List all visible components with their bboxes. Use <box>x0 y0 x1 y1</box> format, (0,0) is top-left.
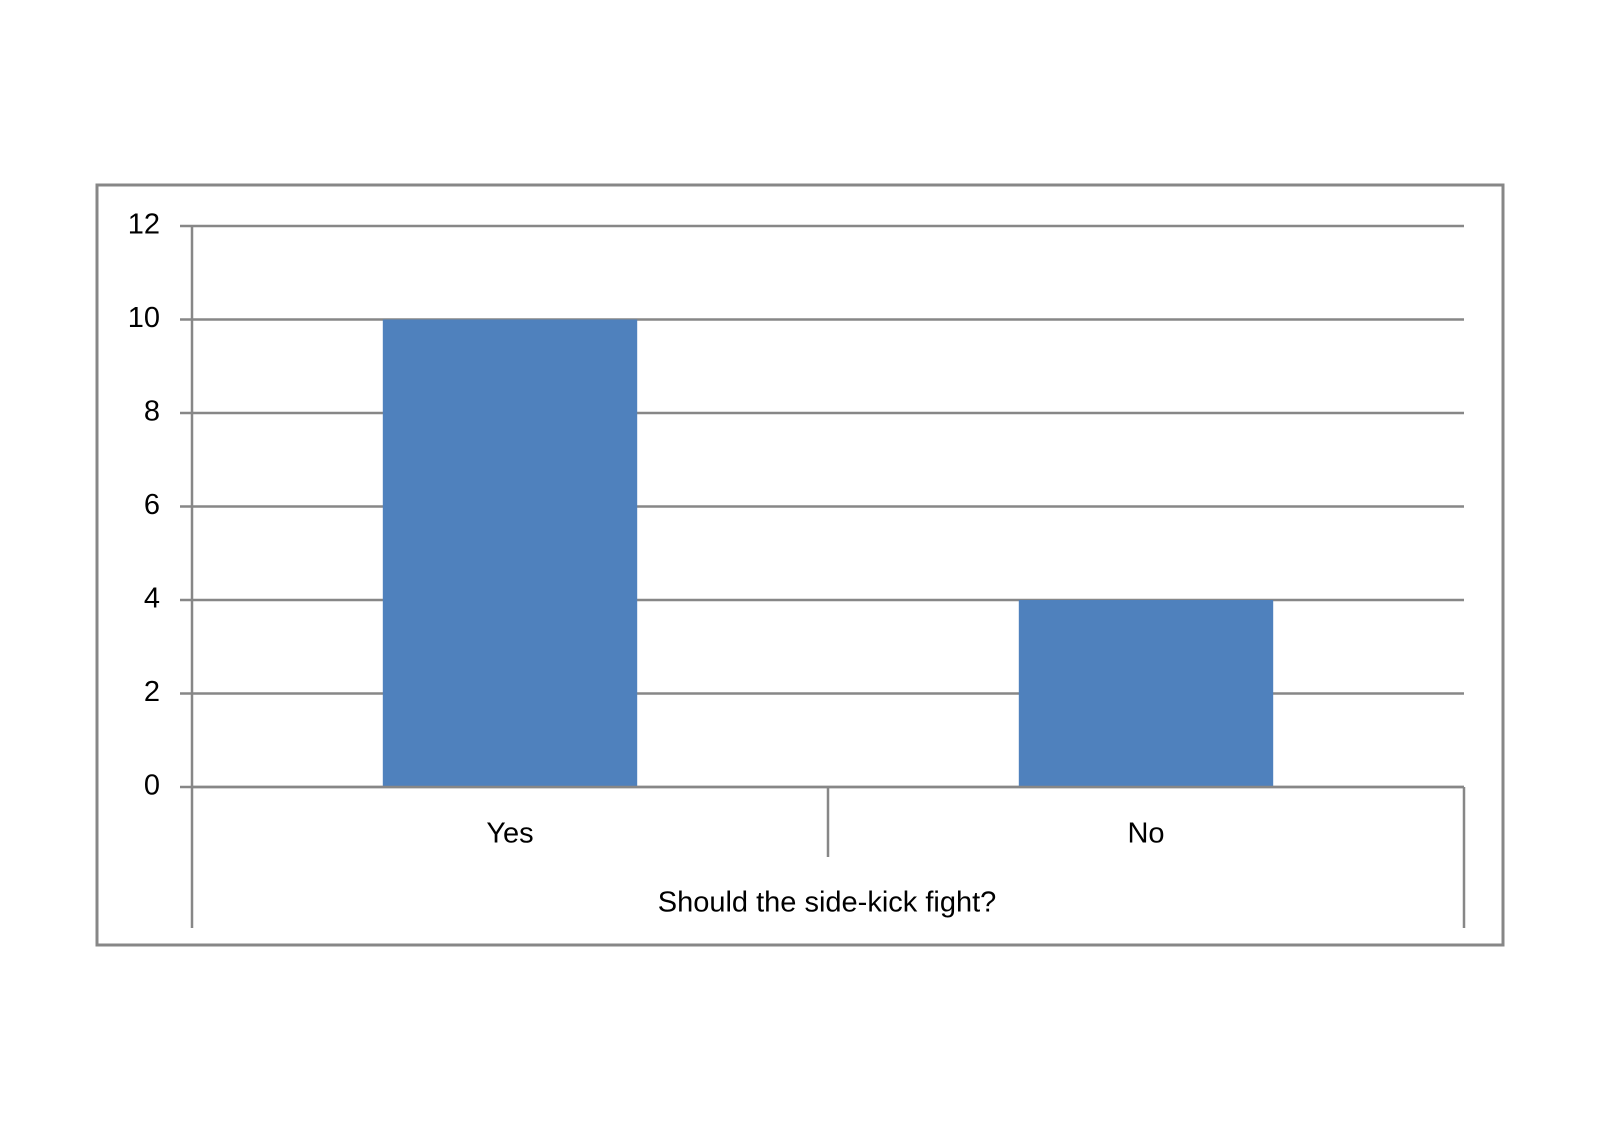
bar <box>1018 600 1274 787</box>
y-tick-label: 6 <box>144 489 160 521</box>
y-tick-label: 10 <box>128 302 160 334</box>
y-tick-label: 2 <box>144 676 160 708</box>
y-tick-label: 0 <box>144 770 160 802</box>
bar <box>382 319 638 787</box>
y-tick-label: 12 <box>128 209 160 241</box>
x-tick-label: Yes <box>486 818 533 850</box>
y-tick-label: 4 <box>144 583 160 615</box>
y-tick-label: 8 <box>144 396 160 428</box>
x-axis-label: Should the side-kick fight? <box>658 887 997 919</box>
x-tick-label: No <box>1127 818 1164 850</box>
chart-frame <box>95 183 1505 947</box>
